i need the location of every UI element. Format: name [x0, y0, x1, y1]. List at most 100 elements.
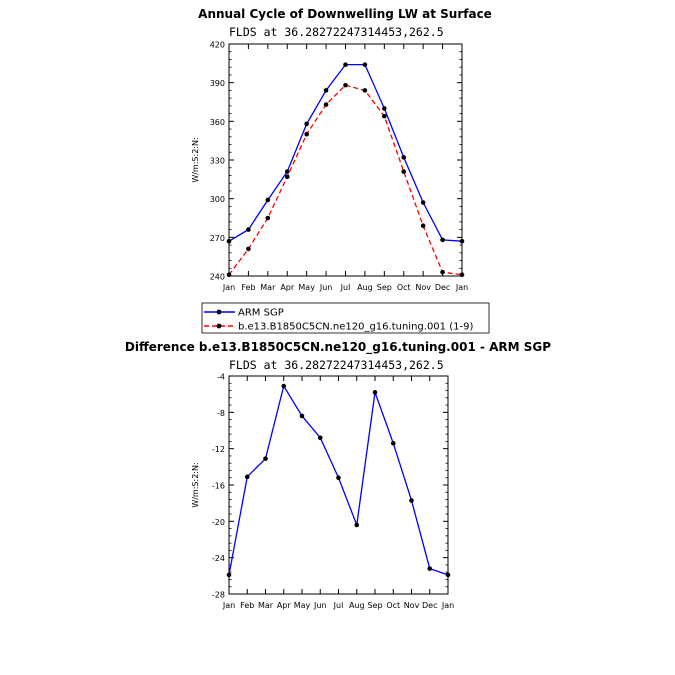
x-tick-label: Nov — [415, 283, 431, 292]
x-tick-label: Jun — [319, 283, 333, 292]
y-tick-label: 420 — [210, 41, 225, 50]
series-point-0 — [299, 413, 305, 419]
series-point-1 — [265, 215, 271, 221]
plot-area: -28 -24 -20 -16 -12 -8 -4 Jan Feb Mar Apr May Jun Jul… — [212, 373, 454, 611]
series-point-1 — [382, 113, 387, 119]
series-point-0 — [382, 106, 387, 111]
series-point-0 — [427, 566, 433, 571]
y-tick-label: 270 — [210, 234, 225, 243]
series-point-0 — [362, 62, 368, 67]
y-tick-label: 300 — [210, 195, 225, 204]
series-point-1 — [226, 272, 232, 278]
x-tick-label: Nov — [404, 601, 420, 610]
legend-item-model: b.e13.B1850C5CN.ne120_g16.tuning.001 (1-… — [204, 322, 473, 333]
x-tick-label: Apr — [280, 283, 295, 292]
series-point-0 — [244, 474, 250, 480]
chart-subtitle: FLDS at 36.28272247314453,262.5 — [229, 358, 444, 372]
y-axis-label: W/m:S:2:N: — [191, 462, 200, 507]
x-tick-label: Oct — [386, 601, 400, 610]
series-point-0 — [440, 237, 445, 243]
series-point-1 — [304, 131, 309, 137]
x-tick-label: Jul — [340, 283, 351, 292]
y-tick-label: -28 — [212, 591, 225, 600]
chart-title: Difference b.e13.B1850C5CN.ne120_g16.tun… — [125, 340, 551, 355]
series-point-0 — [265, 197, 271, 203]
series-line-0 — [228, 384, 449, 576]
series-point-0 — [445, 572, 451, 578]
y-tick-label: 360 — [210, 118, 225, 127]
series-line-0 — [228, 63, 463, 242]
series-point-0 — [354, 522, 360, 528]
x-tick-label: Feb — [240, 601, 254, 610]
series-point-0 — [343, 62, 348, 67]
x-tick-label: Jan — [441, 601, 454, 610]
y-tick-label: -8 — [217, 409, 225, 418]
series-point-0 — [401, 155, 407, 160]
series-point-0 — [459, 238, 465, 244]
difference-chart: Difference b.e13.B1850C5CN.ne120_g16.tun… — [125, 340, 551, 610]
series-point-0 — [317, 435, 323, 441]
series-point-0 — [336, 475, 341, 481]
series-point-0 — [226, 238, 232, 244]
legend-label-obs: ARM SGP — [238, 308, 284, 319]
legend-marker-obs — [216, 309, 222, 315]
legend: ARM SGP b.e13.B1850C5CN.ne120_g16.tuning… — [201, 302, 490, 334]
series-point-1 — [323, 102, 329, 107]
legend-box — [201, 302, 490, 334]
series-point-0 — [284, 169, 290, 174]
series-point-1 — [420, 223, 426, 229]
x-tick-label: Feb — [241, 283, 255, 292]
x-tick-label: May — [294, 601, 311, 610]
y-tick-label: 390 — [210, 79, 225, 88]
legend-item-obs: ARM SGP — [204, 308, 284, 319]
x-tick-label: Jan — [222, 601, 235, 610]
series-point-1 — [362, 88, 368, 93]
y-tick-label: -4 — [217, 373, 225, 382]
x-tick-label: Jan — [222, 283, 235, 292]
series-point-0 — [420, 200, 426, 205]
y-tick-label: -20 — [212, 518, 225, 527]
series-point-0 — [226, 572, 232, 578]
series-point-0 — [409, 498, 414, 503]
series-point-1 — [401, 169, 407, 174]
x-tick-label: May — [298, 283, 315, 292]
x-tick-label: Aug — [357, 283, 373, 292]
y-tick-label: 330 — [210, 157, 225, 166]
series-point-1 — [459, 272, 465, 278]
series-point-0 — [281, 383, 287, 389]
legend-label-model: b.e13.B1850C5CN.ne120_g16.tuning.001 (1-… — [238, 322, 473, 333]
series-line-1 — [228, 84, 463, 276]
legend-marker-model — [216, 323, 222, 329]
plot-frame — [228, 375, 449, 595]
y-tick-label: -16 — [212, 482, 225, 491]
series-point-0 — [390, 440, 396, 446]
x-tick-label: Jul — [333, 601, 344, 610]
series-point-1 — [440, 269, 445, 275]
x-tick-label: Apr — [277, 601, 292, 610]
chart-title: Annual Cycle of Downwelling LW at Surfac… — [198, 7, 492, 21]
x-tick-label: Dec — [435, 283, 450, 292]
series-point-1 — [246, 246, 251, 252]
x-tick-label: Aug — [349, 601, 365, 610]
series-point-0 — [246, 227, 251, 232]
series-point-0 — [372, 390, 378, 395]
x-tick-label: Jan — [455, 283, 468, 292]
chart-subtitle: FLDS at 36.28272247314453,262.5 — [229, 25, 444, 39]
series-point-0 — [304, 121, 309, 127]
plot-frame — [228, 43, 463, 277]
x-tick-label: Oct — [397, 283, 411, 292]
series-point-1 — [343, 82, 348, 88]
y-tick-label: -12 — [212, 445, 225, 454]
annual-cycle-chart: Annual Cycle of Downwelling LW at Surfac… — [191, 7, 492, 292]
y-tick-label: 240 — [210, 273, 225, 282]
series-point-0 — [323, 88, 329, 93]
y-axis-label: W/m:S:2:N: — [191, 137, 200, 182]
series-point-0 — [263, 456, 268, 461]
x-tick-label: Mar — [260, 283, 276, 292]
x-tick-label: Sep — [377, 283, 392, 292]
x-tick-label: Jun — [313, 601, 327, 610]
x-tick-label: Mar — [258, 601, 274, 610]
plot-area: 240 270 300 330 360 390 420 Jan Feb Mar Apr May Jun J… — [210, 41, 468, 293]
x-tick-label: Dec — [422, 601, 437, 610]
